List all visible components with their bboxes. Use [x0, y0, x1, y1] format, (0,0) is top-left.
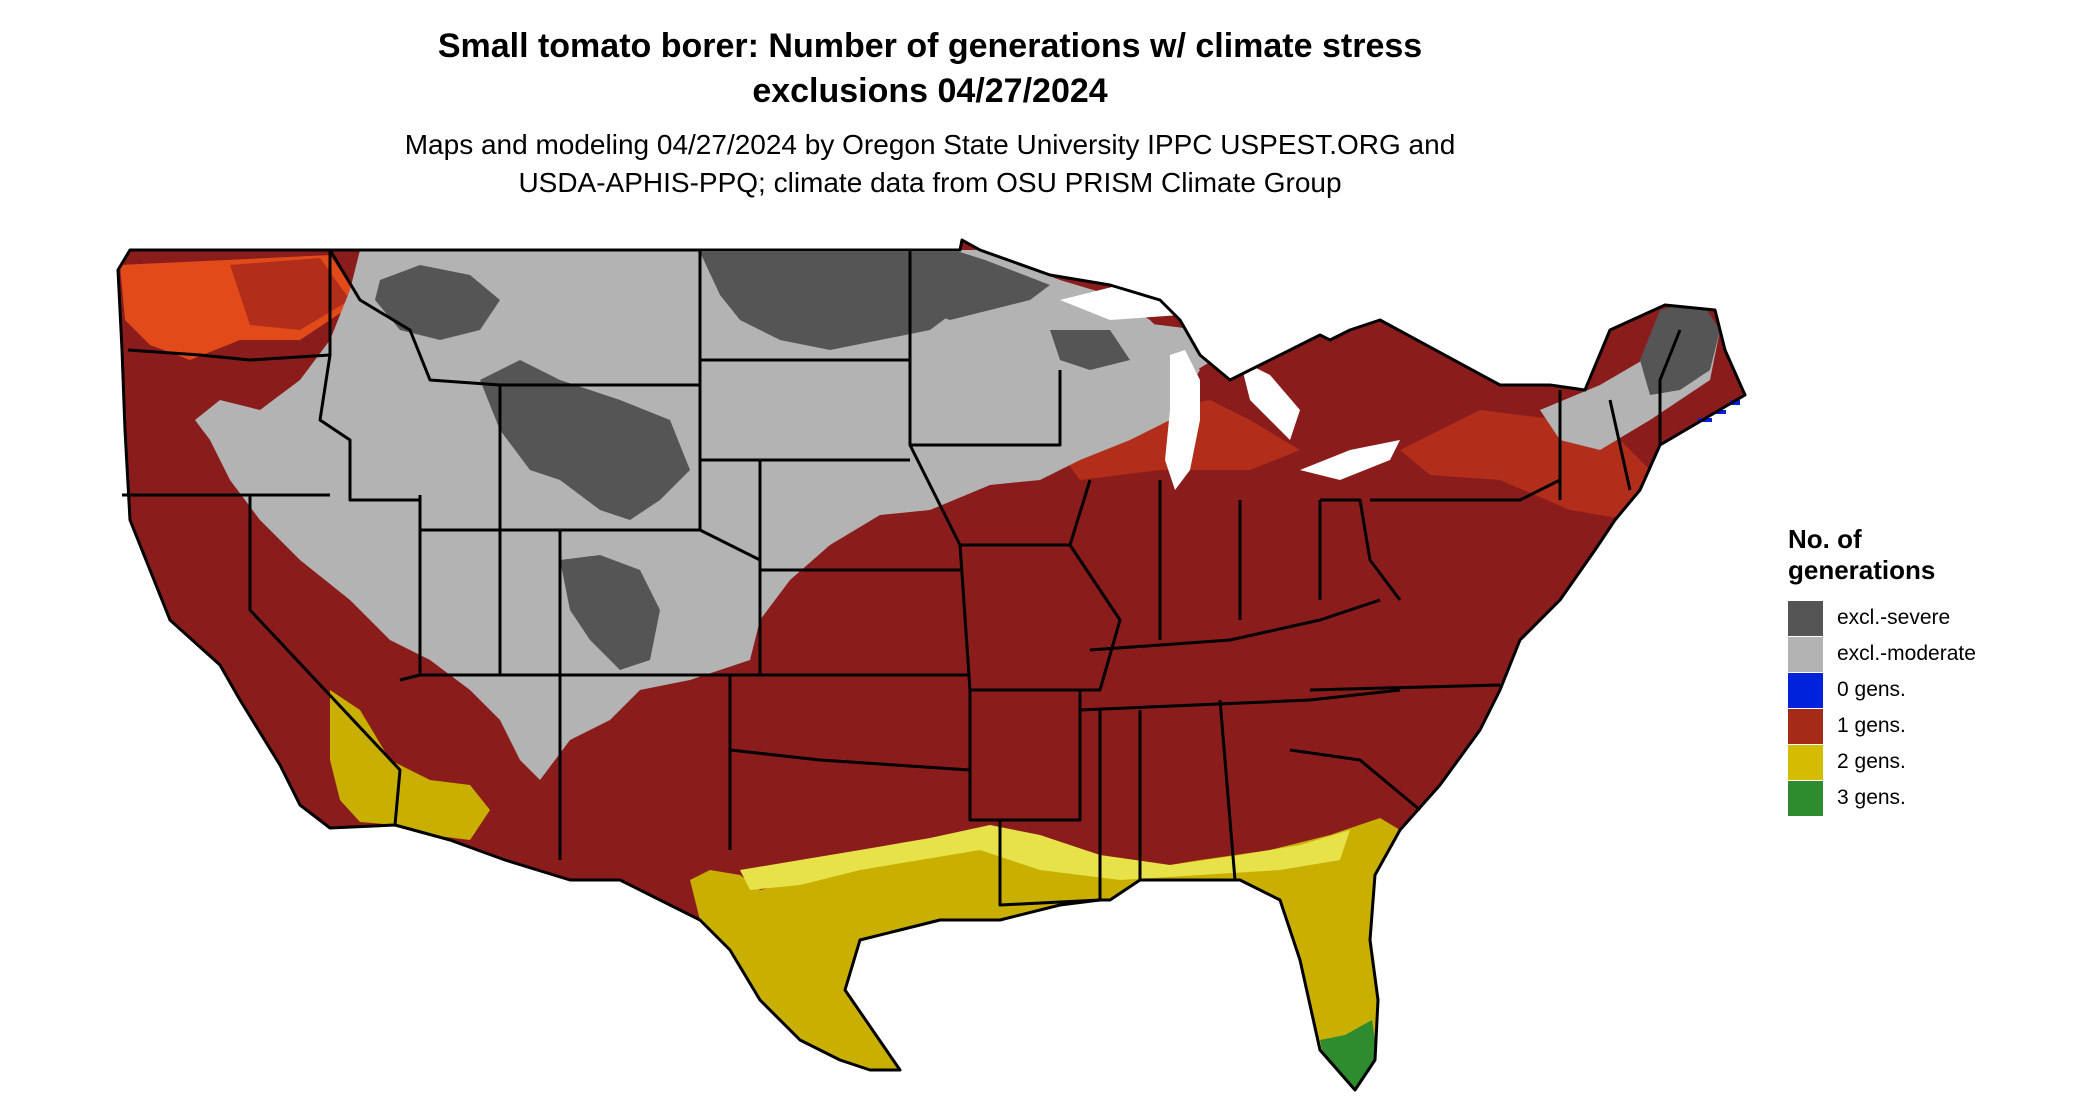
legend-swatch	[1788, 636, 1823, 672]
border-ky-tn	[1089, 598, 1381, 652]
border-sc-ga	[1289, 748, 1421, 812]
map-subtitle-line-1: Maps and modeling 04/27/2024 by Oregon S…	[404, 129, 1456, 160]
two-gen-gulf-coast	[690, 818, 1400, 1090]
border-ut-co	[420, 528, 502, 675]
legend: No. of generations excl.-severe excl.-mod…	[1788, 524, 2088, 816]
map-title: Small tomato borer: Number of generation…	[0, 24, 1860, 114]
severe-exclusion-montana	[375, 265, 500, 340]
severe-exclusion-maine	[1640, 300, 1720, 395]
state-borders	[116, 238, 1747, 1092]
border-mt-wy	[328, 249, 700, 387]
legend-item: 1 gens.	[1788, 708, 2088, 744]
two-gen-light-gulf	[740, 825, 1350, 890]
border-tn-south	[1079, 688, 1401, 712]
border-wa-or	[127, 348, 331, 362]
severe-exclusion-wisconsin	[1050, 330, 1130, 370]
legend-item: excl.-moderate	[1788, 636, 2088, 672]
two-gen-southwest	[330, 690, 490, 840]
legend-item: 3 gens.	[1788, 780, 2088, 816]
border-oh-pa	[1320, 498, 1402, 601]
legend-label: 3 gens.	[1837, 786, 1906, 809]
map-subtitle-line-2: USDA-APHIS-PPQ; climate data from OSU PR…	[518, 167, 1342, 198]
zero-gen-speck-2	[1716, 410, 1726, 414]
legend-swatch	[1788, 672, 1823, 708]
border-idaho	[318, 250, 420, 502]
legend-swatch	[1788, 744, 1823, 780]
nw-interior-band	[230, 258, 350, 330]
border-il-in-oh	[1158, 480, 1322, 640]
lake-erie	[1300, 440, 1400, 480]
border-va-nc	[1309, 683, 1501, 692]
severe-exclusion-colorado	[560, 555, 660, 670]
legend-label: 1 gens.	[1837, 714, 1906, 737]
lake-michigan	[1165, 350, 1200, 490]
border-mn	[908, 250, 1062, 447]
us-generations-map	[116, 238, 1747, 1092]
legend-items: excl.-severe excl.-moderate 0 gens. 1 gens.…	[1788, 600, 2088, 816]
us-outline	[116, 238, 1747, 1092]
legend-label: excl.-moderate	[1837, 642, 1976, 665]
legend-label: 0 gens.	[1837, 678, 1906, 701]
border-la-ms	[998, 710, 1102, 907]
legend-swatch	[1788, 600, 1823, 636]
legend-item: excl.-severe	[1788, 600, 2088, 636]
legend-title: No. of generations	[1788, 524, 2088, 586]
severe-exclusion-north-plains	[700, 252, 970, 350]
border-pa-ny	[1370, 478, 1561, 502]
border-mo	[958, 544, 1122, 692]
legend-label: excl.-severe	[1837, 606, 1951, 629]
border-al-ga	[1218, 699, 1237, 881]
border-dakotas-mn	[698, 250, 762, 570]
border-ia-mo	[908, 444, 1092, 547]
lake-huron	[1240, 360, 1300, 440]
legend-title-line-2: generations	[1788, 555, 1936, 585]
border-new-england	[1558, 329, 1682, 500]
legend-swatch	[1788, 780, 1823, 816]
severe-exclusion-rockies	[480, 360, 690, 520]
map-subtitle: Maps and modeling 04/27/2024 by Oregon S…	[0, 126, 1860, 202]
map-title-line-2: exclusions 04/27/2024	[752, 72, 1108, 110]
legend-swatch	[1788, 708, 1823, 744]
map-title-line-1: Small tomato borer: Number of generation…	[437, 27, 1423, 65]
legend-label: 2 gens.	[1837, 750, 1906, 773]
great-lakes	[1060, 285, 1400, 490]
border-ca-nv-diag	[248, 495, 402, 826]
border-ar-la	[968, 690, 1082, 822]
legend-item: 2 gens.	[1788, 744, 2088, 780]
legend-item: 0 gens.	[1788, 672, 2088, 708]
lake-superior	[1060, 285, 1240, 320]
legend-title-line-1: No. of	[1788, 524, 1862, 554]
map-fill	[118, 240, 1745, 1090]
severe-exclusion-minnesota	[900, 252, 1050, 320]
